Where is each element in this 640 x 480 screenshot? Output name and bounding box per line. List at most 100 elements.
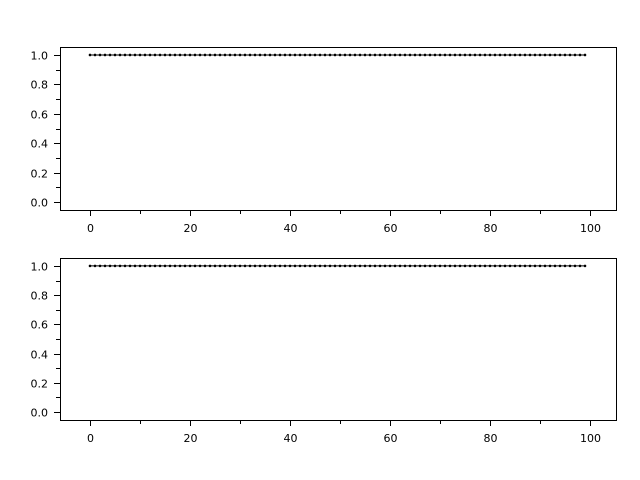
data-point xyxy=(168,264,172,268)
data-point xyxy=(543,53,547,57)
data-point xyxy=(553,264,557,268)
data-point xyxy=(553,53,557,57)
data-point xyxy=(143,264,147,268)
data-point xyxy=(518,53,522,57)
data-point xyxy=(288,53,292,57)
x-tick-label: 20 xyxy=(184,432,198,445)
data-point xyxy=(308,53,312,57)
data-point xyxy=(578,264,582,268)
data-point xyxy=(503,264,507,268)
y-tick-label: 0.0 xyxy=(31,197,49,210)
data-point xyxy=(323,53,327,57)
data-point xyxy=(413,53,417,57)
y-tick-label: 1.0 xyxy=(31,261,49,274)
data-point xyxy=(478,264,482,268)
data-point xyxy=(318,53,322,57)
data-point xyxy=(493,53,497,57)
data-point xyxy=(128,53,132,57)
data-point xyxy=(548,264,552,268)
data-point xyxy=(213,53,217,57)
y-tick-label: 0.8 xyxy=(31,79,49,92)
data-point xyxy=(563,53,567,57)
data-point xyxy=(463,53,467,57)
y-tick-label: 0.4 xyxy=(31,349,49,362)
data-point xyxy=(243,264,247,268)
data-point xyxy=(448,53,452,57)
data-point xyxy=(228,53,232,57)
data-point xyxy=(133,53,137,57)
data-point xyxy=(163,53,167,57)
subplot-2: 0 20 40 60 80 100 0.0 0.2 0.4 0.6 0.8 1.0 xyxy=(31,258,617,445)
data-point xyxy=(328,264,332,268)
data-point xyxy=(123,264,127,268)
data-point xyxy=(148,53,152,57)
data-point xyxy=(343,53,347,57)
data-point xyxy=(518,264,522,268)
data-point xyxy=(283,53,287,57)
data-point xyxy=(98,264,102,268)
data-point xyxy=(358,264,362,268)
x-tick-label: 80 xyxy=(484,222,498,235)
data-point xyxy=(578,53,582,57)
data-point xyxy=(443,264,447,268)
data-point xyxy=(133,264,137,268)
data-point xyxy=(473,53,477,57)
data-point xyxy=(493,264,497,268)
data-point xyxy=(443,53,447,57)
data-point xyxy=(308,264,312,268)
data-point xyxy=(438,264,442,268)
data-point xyxy=(208,264,212,268)
data-point xyxy=(568,264,572,268)
data-point xyxy=(283,264,287,268)
axes-box xyxy=(60,47,617,211)
data-point xyxy=(303,264,307,268)
data-point xyxy=(343,264,347,268)
data-point xyxy=(433,264,437,268)
data-point xyxy=(223,264,227,268)
data-point xyxy=(178,53,182,57)
data-point xyxy=(233,53,237,57)
data-point xyxy=(528,53,532,57)
data-point xyxy=(278,53,282,57)
data-point xyxy=(173,53,177,57)
data-point xyxy=(238,264,242,268)
data-point xyxy=(388,53,392,57)
data-point xyxy=(108,53,112,57)
data-point xyxy=(158,264,162,268)
data-point xyxy=(403,264,407,268)
axes-box xyxy=(60,258,617,421)
data-point xyxy=(313,53,317,57)
data-point xyxy=(338,53,342,57)
data-point xyxy=(188,53,192,57)
data-point xyxy=(538,264,542,268)
data-point xyxy=(503,53,507,57)
data-point xyxy=(123,53,127,57)
data-point xyxy=(583,264,587,268)
data-point xyxy=(93,264,97,268)
data-point xyxy=(453,264,457,268)
data-point xyxy=(198,264,202,268)
data-point xyxy=(453,53,457,57)
data-point xyxy=(318,264,322,268)
data-point xyxy=(558,264,562,268)
data-point xyxy=(408,264,412,268)
data-point xyxy=(198,53,202,57)
data-point xyxy=(378,53,382,57)
data-point xyxy=(348,53,352,57)
data-point xyxy=(533,53,537,57)
y-tick-label: 1.0 xyxy=(31,50,49,63)
data-point xyxy=(213,264,217,268)
y-tick-label: 0.6 xyxy=(31,319,49,332)
data-point xyxy=(273,264,277,268)
data-point xyxy=(543,264,547,268)
data-point xyxy=(148,264,152,268)
data-point xyxy=(468,264,472,268)
data-point xyxy=(483,264,487,268)
data-point xyxy=(303,53,307,57)
data-point xyxy=(233,264,237,268)
data-point xyxy=(128,264,132,268)
data-point xyxy=(183,53,187,57)
data-point xyxy=(418,264,422,268)
data-point xyxy=(298,53,302,57)
